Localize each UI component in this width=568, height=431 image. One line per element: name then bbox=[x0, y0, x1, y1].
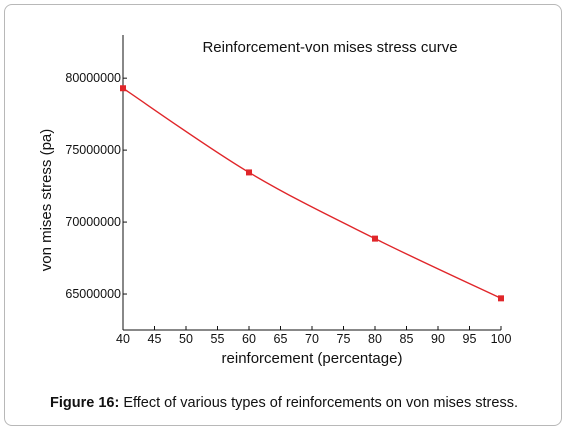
axes bbox=[122, 35, 501, 331]
figure-caption-text: Effect of various types of reinforcement… bbox=[123, 395, 518, 411]
x-tick-label: 55 bbox=[211, 332, 225, 346]
data-point-marker bbox=[246, 169, 252, 176]
y-tick-label: 75000000 bbox=[65, 143, 121, 157]
x-tick-label: 75 bbox=[337, 332, 351, 346]
y-axis-label: von mises stress (pa) bbox=[38, 129, 55, 272]
y-ticks: 65000000 70000000 75000000 80000000 bbox=[65, 71, 127, 301]
x-tick-label: 50 bbox=[179, 332, 193, 346]
x-tick-label: 40 bbox=[116, 332, 130, 346]
data-point-marker bbox=[498, 295, 504, 302]
x-tick-label: 100 bbox=[491, 332, 512, 346]
y-tick-label: 80000000 bbox=[65, 71, 121, 85]
x-axis-label: reinforcement (percentage) bbox=[222, 350, 403, 367]
figure-caption: Figure 16: Effect of various types of re… bbox=[0, 395, 568, 411]
data-point-marker bbox=[372, 235, 378, 242]
y-tick-label: 65000000 bbox=[65, 287, 121, 301]
series-line bbox=[122, 87, 502, 299]
x-tick-label: 65 bbox=[274, 332, 288, 346]
chart-title: Reinforcement-von mises stress curve bbox=[202, 39, 457, 56]
figure-label: Figure 16: bbox=[50, 395, 120, 411]
x-tick-label: 95 bbox=[463, 332, 477, 346]
x-tick-label: 90 bbox=[431, 332, 445, 346]
line-chart: Reinforcement-von mises stress curve 40 4… bbox=[38, 35, 511, 367]
figure-frame bbox=[4, 4, 562, 426]
y-tick-label: 70000000 bbox=[65, 215, 121, 229]
series bbox=[120, 85, 504, 302]
x-tick-label: 70 bbox=[305, 332, 319, 346]
data-point-marker bbox=[120, 85, 126, 92]
x-tick-label: 80 bbox=[368, 332, 382, 346]
x-tick-label: 45 bbox=[148, 332, 162, 346]
x-tick-label: 60 bbox=[242, 332, 256, 346]
x-ticks: 40 45 50 55 60 65 70 75 80 85 90 95 100 bbox=[116, 326, 511, 346]
x-tick-label: 85 bbox=[400, 332, 414, 346]
